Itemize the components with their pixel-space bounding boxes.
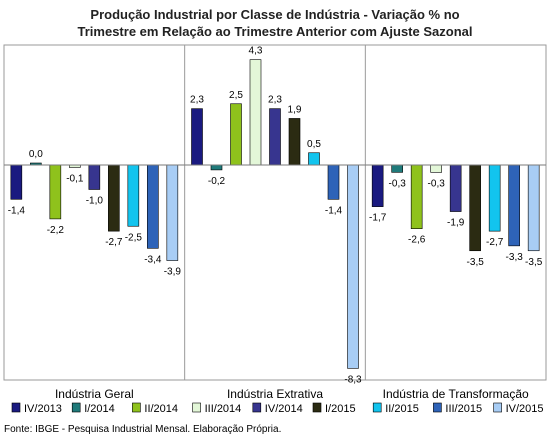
- bar-III-2014-group-3[interactable]: [430, 164, 442, 173]
- data-label: -0,3: [428, 178, 446, 189]
- legend-label-IV-2015: IV/2015: [506, 403, 544, 415]
- legend-swatch-IV-2015: [493, 402, 502, 413]
- data-label: -0,1: [66, 173, 84, 184]
- bar-IV-2014-group-1[interactable]: [88, 164, 101, 190]
- data-label: -2,7: [105, 237, 123, 248]
- bar-IV-2015-group-1[interactable]: [166, 164, 179, 261]
- bar-II-2015-group-2[interactable]: [308, 152, 320, 166]
- category-label: Indústria Geral: [55, 387, 134, 401]
- bar-II-2015-group-1[interactable]: [127, 164, 140, 227]
- bar-I-2015-group-1[interactable]: [108, 164, 120, 232]
- legend-label-IV-2014: IV/2014: [265, 403, 303, 415]
- data-label: -1,4: [325, 205, 343, 216]
- bar-II-2014-group-3[interactable]: [410, 164, 423, 230]
- data-label: -2,7: [486, 237, 504, 248]
- bar-I-2014-group-2[interactable]: [210, 164, 223, 171]
- data-label: -1,0: [86, 196, 104, 207]
- bar-IV-2014-group-3[interactable]: [449, 164, 462, 212]
- legend-label-III-2015: III/2015: [445, 403, 482, 415]
- legend-swatch-I-2015: [312, 402, 322, 413]
- legend-swatch-II-2015: [372, 402, 382, 413]
- legend-swatch-II-2014: [132, 402, 141, 413]
- legend-label-II-2015: II/2015: [385, 403, 419, 415]
- plot-area-border: [3, 44, 547, 381]
- bar-IV-2015-group-2[interactable]: [347, 164, 359, 369]
- chart-title-line-1: Produção Industrial por Classe de Indúst…: [90, 7, 460, 22]
- category-label: Indústria de Transformação: [383, 387, 529, 401]
- data-label: -3,9: [164, 267, 182, 278]
- data-label: -3,5: [525, 257, 543, 268]
- bar-IV-2014-group-2[interactable]: [269, 108, 281, 166]
- legend-swatch-IV-2013: [11, 402, 21, 413]
- data-label: -1,7: [369, 213, 387, 224]
- bar-IV-2015-group-3[interactable]: [527, 164, 540, 252]
- data-label: 2,3: [190, 95, 204, 106]
- legend-label-I-2015: I/2015: [325, 403, 356, 415]
- data-label: 2,5: [229, 90, 243, 101]
- data-label: -1,4: [8, 205, 26, 216]
- data-label: 1,9: [288, 104, 302, 115]
- bar-III-2015-group-3[interactable]: [508, 164, 520, 247]
- data-label: -8,3: [344, 374, 362, 385]
- data-label: -0,3: [389, 178, 407, 189]
- legend-swatch-IV-2014: [252, 402, 262, 413]
- chart-title-line-2: Trimestre em Relação ao Trimestre Anteri…: [77, 24, 473, 39]
- bar-II-2014-group-2[interactable]: [230, 103, 242, 166]
- bar-IV-2013-group-3[interactable]: [371, 164, 384, 207]
- category-label: Indústria Extrativa: [227, 387, 323, 401]
- bar-II-2014-group-1[interactable]: [49, 164, 62, 220]
- data-label: 4,3: [249, 46, 263, 57]
- data-label: -3,4: [144, 254, 162, 265]
- bar-III-2015-group-2[interactable]: [327, 164, 340, 200]
- data-label: -0,2: [208, 176, 226, 187]
- source-note: Fonte: IBGE - Pesquisa Industrial Mensal…: [4, 424, 282, 435]
- bar-IV-2013-group-2[interactable]: [191, 108, 203, 166]
- legend-label-II-2014: II/2014: [144, 403, 178, 415]
- bar-III-2014-group-2[interactable]: [249, 59, 262, 166]
- bar-I-2015-group-3[interactable]: [469, 164, 481, 252]
- legend-swatch-I-2014: [71, 402, 81, 413]
- data-label: -2,2: [47, 225, 65, 236]
- data-label: -3,5: [467, 257, 485, 268]
- data-label: 0,5: [307, 139, 321, 150]
- data-label: -1,9: [447, 218, 465, 229]
- data-label: 0,0: [29, 149, 43, 160]
- legend-label-I-2014: I/2014: [84, 403, 115, 415]
- data-label: -2,5: [125, 232, 143, 243]
- legend-swatch-III-2015: [433, 402, 442, 413]
- bar-I-2014-group-3[interactable]: [391, 164, 403, 173]
- bar-I-2015-group-2[interactable]: [288, 118, 301, 166]
- data-label: -2,6: [408, 235, 426, 246]
- data-label: 2,3: [268, 95, 282, 106]
- legend-label-III-2014: III/2014: [205, 403, 242, 415]
- bar-III-2015-group-1[interactable]: [147, 164, 159, 249]
- bar-II-2015-group-3[interactable]: [488, 164, 501, 232]
- chart-title: Produção Industrial por Classe de Indúst…: [0, 6, 550, 40]
- legend-swatch-III-2014: [192, 402, 201, 413]
- bar-IV-2013-group-1[interactable]: [10, 164, 23, 200]
- legend-label-IV-2013: IV/2013: [24, 403, 62, 415]
- data-label: -3,3: [506, 252, 524, 263]
